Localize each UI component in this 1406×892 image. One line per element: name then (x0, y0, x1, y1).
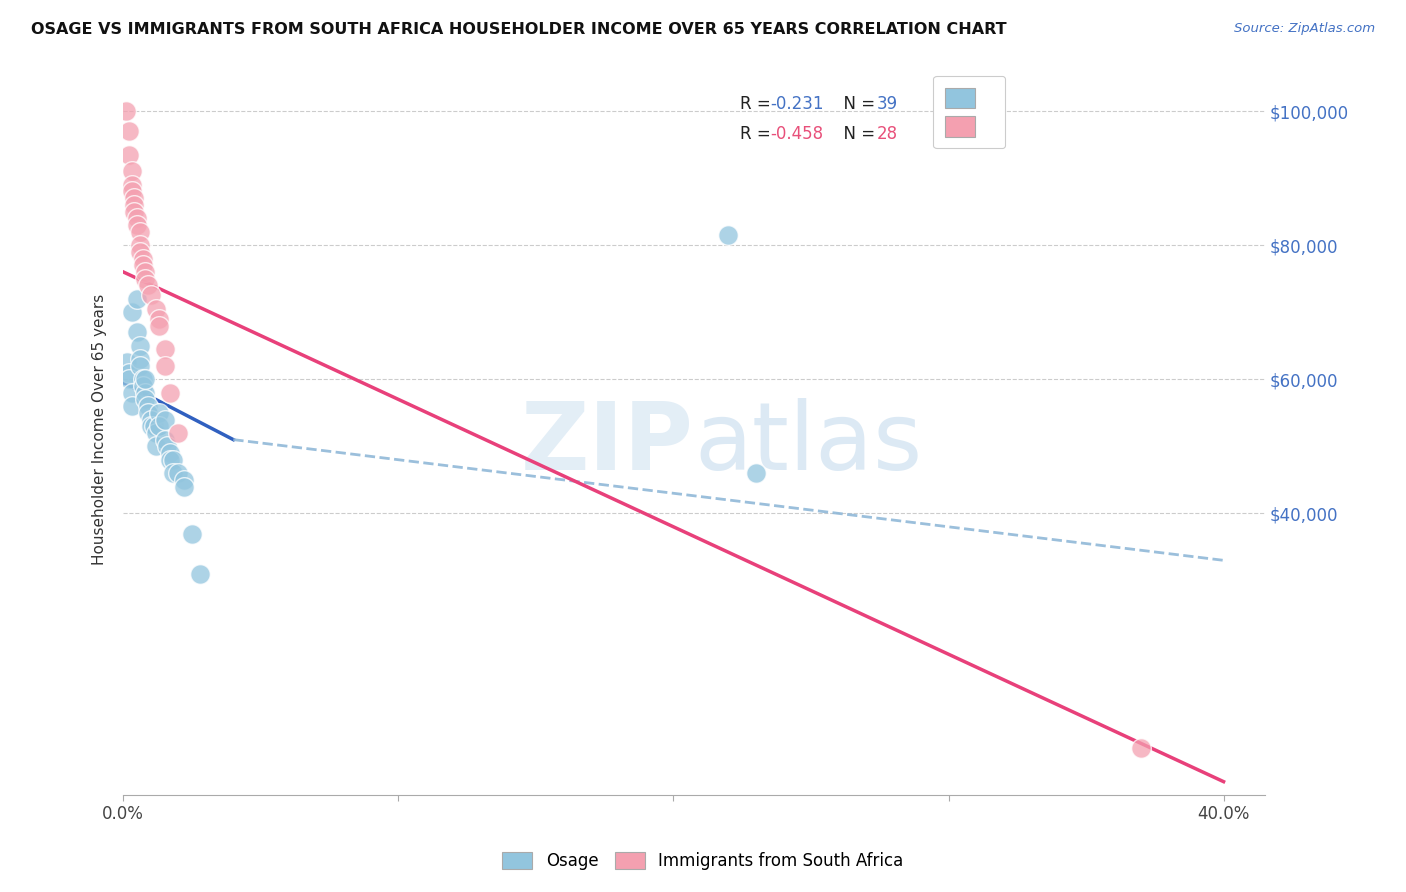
Point (121, 178, 143, 192)
Text: 39: 39 (877, 95, 898, 113)
Point (181, 526, 204, 541)
Point (145, 301, 167, 316)
Point (125, 292, 148, 306)
Point (167, 466, 190, 480)
Point (145, 439, 167, 453)
Point (139, 419, 162, 434)
Point (134, 392, 156, 407)
Point (128, 238, 150, 252)
Point (173, 473, 195, 487)
Point (121, 385, 143, 400)
Point (148, 318, 170, 333)
Text: N =: N = (834, 95, 880, 113)
Point (134, 271, 156, 285)
Point (173, 479, 195, 493)
Point (136, 399, 159, 413)
Point (118, 372, 141, 386)
Text: R =: R = (740, 95, 776, 113)
Point (145, 425, 167, 440)
Text: OSAGE VS IMMIGRANTS FROM SOUTH AFRICA HOUSEHOLDER INCOME OVER 65 YEARS CORRELATI: OSAGE VS IMMIGRANTS FROM SOUTH AFRICA HO… (31, 22, 1007, 37)
Point (128, 244, 150, 259)
Point (128, 225, 150, 239)
Point (148, 406, 170, 420)
Point (142, 419, 165, 434)
Point (128, 339, 150, 353)
Point (121, 305, 143, 319)
Point (121, 399, 143, 413)
Point (136, 406, 159, 420)
Text: ZIP: ZIP (522, 398, 695, 491)
Point (159, 452, 181, 467)
Point (124, 191, 146, 205)
Point (136, 278, 159, 293)
Point (153, 359, 176, 373)
Text: N =: N = (834, 125, 880, 143)
Point (118, 366, 141, 380)
Point (134, 385, 156, 400)
Point (134, 265, 156, 279)
Point (125, 326, 148, 340)
Point (162, 466, 184, 480)
Point (128, 359, 150, 373)
Point (131, 258, 153, 272)
Point (1130, 741, 1153, 756)
Text: -0.458: -0.458 (770, 125, 824, 143)
Point (148, 419, 170, 434)
Legend:  ,  : , (934, 76, 1005, 148)
Legend: Osage, Immigrants from South Africa: Osage, Immigrants from South Africa (496, 845, 910, 877)
Point (745, 466, 768, 480)
Point (131, 379, 153, 393)
Point (139, 288, 162, 302)
Point (159, 385, 181, 400)
Text: Source: ZipAtlas.com: Source: ZipAtlas.com (1234, 22, 1375, 36)
Point (128, 352, 150, 367)
Point (153, 433, 176, 447)
Point (159, 446, 181, 460)
Point (162, 452, 184, 467)
Point (153, 412, 176, 426)
Point (717, 228, 740, 243)
Point (118, 147, 141, 161)
Text: -0.231: -0.231 (770, 95, 824, 113)
Point (148, 312, 170, 326)
Point (139, 412, 162, 426)
Point (125, 218, 148, 232)
Y-axis label: Householder Income Over 65 years: Householder Income Over 65 years (93, 294, 107, 566)
Text: R =: R = (740, 125, 776, 143)
Point (121, 185, 143, 199)
Point (124, 198, 146, 212)
Point (131, 252, 153, 266)
Point (117, 355, 139, 369)
Point (131, 372, 153, 386)
Point (167, 425, 190, 440)
Text: atlas: atlas (695, 398, 922, 491)
Point (114, 103, 136, 118)
Point (134, 372, 156, 386)
Point (188, 566, 211, 581)
Text: 28: 28 (877, 125, 898, 143)
Point (124, 204, 146, 219)
Point (125, 211, 148, 226)
Point (153, 342, 176, 356)
Point (156, 439, 179, 453)
Point (118, 124, 141, 138)
Point (121, 164, 143, 178)
